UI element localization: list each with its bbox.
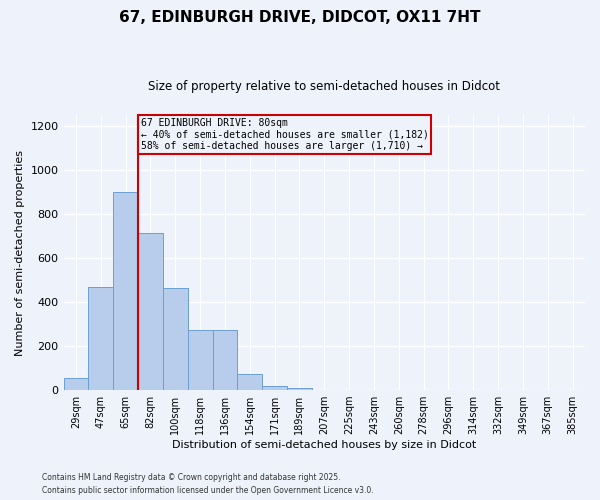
Bar bbox=[287, 388, 312, 390]
Y-axis label: Number of semi-detached properties: Number of semi-detached properties bbox=[15, 150, 25, 356]
Title: Size of property relative to semi-detached houses in Didcot: Size of property relative to semi-detach… bbox=[148, 80, 500, 93]
Bar bbox=[262, 386, 287, 390]
Bar bbox=[188, 330, 212, 390]
Bar bbox=[88, 286, 113, 390]
Text: Contains HM Land Registry data © Crown copyright and database right 2025.
Contai: Contains HM Land Registry data © Crown c… bbox=[42, 474, 374, 495]
Bar bbox=[113, 192, 138, 390]
Bar bbox=[212, 330, 238, 390]
Bar bbox=[138, 232, 163, 390]
X-axis label: Distribution of semi-detached houses by size in Didcot: Distribution of semi-detached houses by … bbox=[172, 440, 476, 450]
Text: 67, EDINBURGH DRIVE, DIDCOT, OX11 7HT: 67, EDINBURGH DRIVE, DIDCOT, OX11 7HT bbox=[119, 10, 481, 25]
Bar bbox=[163, 288, 188, 390]
Bar bbox=[64, 378, 88, 390]
Bar bbox=[238, 374, 262, 390]
Text: 67 EDINBURGH DRIVE: 80sqm
← 40% of semi-detached houses are smaller (1,182)
58% : 67 EDINBURGH DRIVE: 80sqm ← 40% of semi-… bbox=[140, 118, 428, 151]
